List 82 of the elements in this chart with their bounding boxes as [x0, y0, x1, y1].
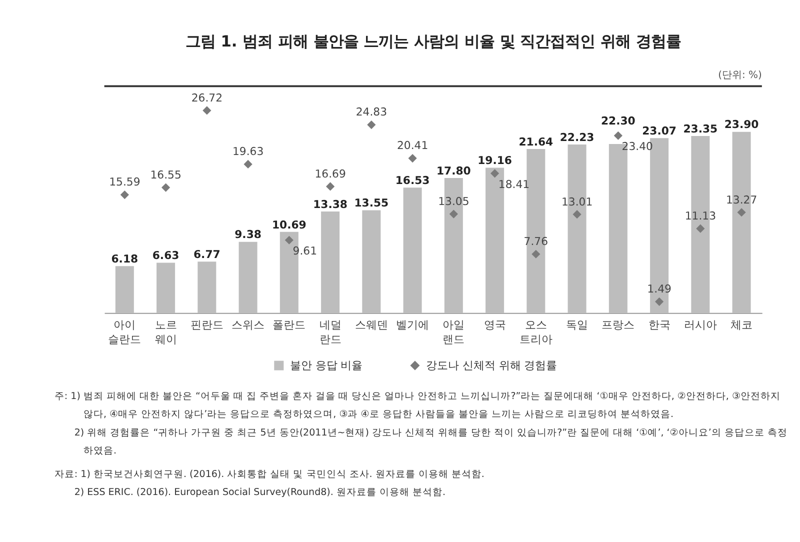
data-label: 13.01: [561, 195, 593, 208]
bar: [321, 212, 340, 313]
point: [614, 131, 622, 140]
data-label: 16.53: [395, 174, 430, 188]
data-label: 22.23: [560, 130, 594, 144]
x-tick-label: 독일: [566, 318, 588, 332]
point: [737, 208, 746, 217]
data-label: 23.90: [724, 118, 760, 132]
data-label: 19.63: [232, 145, 264, 158]
data-label: 21.64: [518, 135, 554, 148]
x-tick-label: 네덜란드: [319, 318, 342, 346]
x-tick-label: 영국: [484, 318, 506, 332]
data-label: 23.40: [622, 140, 654, 154]
data-label: 16.55: [150, 168, 182, 182]
data-label: 24.83: [356, 106, 388, 119]
data-label: 18.41: [498, 178, 530, 191]
text: 주: 1) 범죄 피해에 대한 불안은 “어두울 때 집 주변을 혼자 걸을 때 당신은 얼마나 안전하고 느끼십니까?”라는 질문에대해 ‘①매우 안전하다, ②안전하다, ③안전하지: [54, 391, 780, 402]
text: 2) ESS ERIC. (2016). European Social Survey(Round8). 원자료를 이용해 분석함.: [74, 487, 446, 498]
bar: [198, 262, 216, 313]
point: [408, 154, 417, 163]
data-label: 23.35: [683, 122, 718, 136]
point: [696, 224, 705, 233]
data-label: 26.72: [191, 91, 222, 104]
point: [326, 182, 335, 191]
text: 2) 위해 경험률은 “귀하나 가구원 중 최근 5년 동안(2011년~현재) 강도나 신체적 위해를 당한 적이 있습니까?”란 질문에 대해 ‘①예’, ‘②아니요’의 응답으로 측정: [74, 427, 788, 438]
bar: [403, 188, 422, 313]
point: [532, 250, 540, 258]
bar: [526, 148, 546, 313]
data-label: 16.69: [314, 167, 346, 180]
data-label: 23.07: [642, 124, 676, 138]
point: [161, 183, 170, 192]
data-label: 15.59: [109, 176, 140, 189]
data-label: 13.05: [438, 194, 470, 208]
x-tick-label: 아이슬란드: [108, 318, 142, 346]
x-tick-label: 스위스: [232, 318, 265, 332]
data-label: 13.55: [354, 196, 389, 210]
bar: [362, 210, 381, 313]
text: 하였음.: [83, 446, 116, 457]
x-tick-label: 아일랜드: [442, 318, 465, 346]
point: [572, 210, 582, 219]
x-tick-label: 오스트리아: [519, 318, 552, 346]
bar: [238, 242, 258, 313]
x-tick-label: 핀란드: [190, 318, 224, 332]
x-tick-label: 노르웨이: [154, 318, 177, 346]
x-tick-label: 프랑스: [602, 318, 635, 332]
data-label: 6.77: [193, 248, 220, 262]
text: 자료: 1) 한국보건사회연구원. (2016). 사회통합 실태 및 국민인식 조사. 원자료를 이용해 분석함.: [54, 469, 484, 480]
x-tick-label: 벨기에: [396, 318, 430, 332]
point: [120, 190, 129, 200]
data-label: 6.18: [111, 252, 138, 266]
data-label: 7.76: [524, 235, 548, 248]
x-tick-label: 체코: [730, 318, 753, 332]
bar: [156, 262, 176, 313]
point: [490, 169, 500, 178]
point: [449, 210, 458, 218]
data-label: 9.38: [234, 228, 262, 242]
point: [654, 297, 664, 306]
point: [244, 160, 252, 168]
data-label: 10.69: [272, 218, 306, 232]
point: [284, 236, 294, 244]
point: [202, 106, 212, 115]
bar: [115, 266, 134, 313]
legend-label: 강도나 신체적 위해 경험률: [426, 359, 558, 372]
point: [367, 120, 376, 130]
x-tick-label: 한국: [648, 318, 670, 332]
data-label: 19.16: [478, 154, 512, 168]
data-label: 17.80: [436, 164, 472, 178]
data-label: 11.13: [684, 210, 716, 223]
data-label: 9.61: [292, 244, 318, 258]
x-tick-label: 러시아: [684, 318, 717, 332]
legend-label: 불안 응답 비율: [290, 359, 363, 372]
data-label: 1.49: [647, 282, 672, 296]
text: 않다, ④매우 안전하지 않다’라는 응답으로 측정하였으며, ③과 ④로 응답한 사람들을 불안을 느끼는 사람으로 리코딩하여 분석하였음.: [83, 409, 674, 420]
data-label: 20.41: [396, 139, 428, 152]
data-label: 13.27: [726, 193, 758, 206]
chart-title: 그림 1. 범죄 피해 불안을 느끼는 사람의 비율 및 직간접적인 위해 경험률: [185, 32, 681, 50]
x-tick-label: 폴란드: [272, 318, 306, 332]
data-label: 22.30: [600, 114, 636, 128]
data-label: 13.38: [313, 198, 348, 211]
data-label: 6.63: [152, 249, 180, 262]
text: (단위: %): [718, 70, 762, 82]
x-tick-label: 스웨덴: [354, 318, 388, 332]
